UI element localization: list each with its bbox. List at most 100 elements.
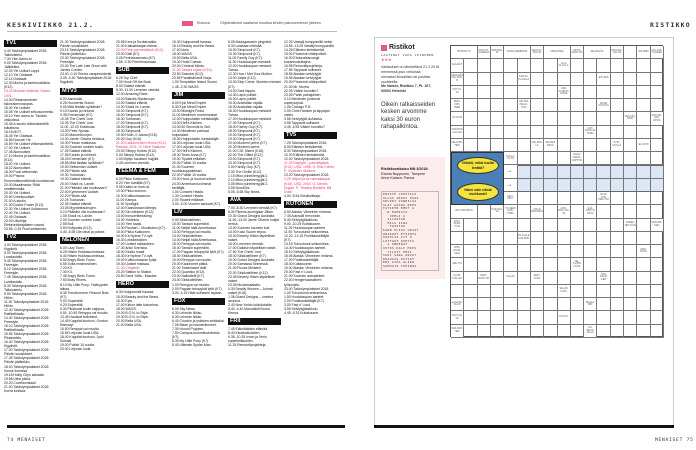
answer-cell[interactable] bbox=[584, 165, 598, 179]
answer-cell[interactable] bbox=[637, 192, 651, 206]
answer-cell[interactable] bbox=[477, 258, 491, 272]
answer-cell[interactable] bbox=[637, 258, 651, 272]
answer-cell[interactable] bbox=[610, 59, 625, 73]
answer-cell[interactable] bbox=[464, 324, 478, 338]
answer-cell[interactable] bbox=[624, 152, 638, 166]
answer-cell[interactable] bbox=[490, 271, 505, 285]
answer-cell[interactable] bbox=[597, 85, 611, 100]
answer-cell[interactable] bbox=[570, 192, 585, 206]
answer-cell[interactable] bbox=[584, 231, 598, 246]
answer-cell[interactable] bbox=[464, 271, 478, 285]
answer-cell[interactable] bbox=[570, 85, 585, 100]
answer-cell[interactable] bbox=[544, 59, 558, 73]
answer-cell[interactable] bbox=[464, 218, 478, 232]
answer-cell[interactable] bbox=[597, 258, 611, 272]
answer-cell[interactable] bbox=[637, 99, 651, 113]
answer-cell[interactable] bbox=[584, 85, 598, 100]
answer-cell[interactable] bbox=[477, 205, 491, 219]
answer-cell[interactable] bbox=[570, 205, 585, 219]
answer-cell[interactable] bbox=[637, 311, 651, 325]
answer-cell[interactable] bbox=[584, 311, 598, 325]
answer-cell[interactable] bbox=[624, 99, 638, 113]
answer-cell[interactable] bbox=[544, 298, 558, 312]
answer-cell[interactable] bbox=[517, 85, 531, 100]
answer-cell[interactable] bbox=[610, 192, 625, 206]
answer-cell[interactable] bbox=[584, 138, 598, 153]
answer-cell[interactable] bbox=[477, 112, 491, 126]
answer-cell[interactable] bbox=[650, 298, 664, 312]
answer-cell[interactable] bbox=[530, 258, 545, 272]
answer-cell[interactable] bbox=[517, 165, 531, 179]
answer-cell[interactable] bbox=[610, 271, 625, 285]
answer-cell[interactable] bbox=[570, 324, 585, 338]
answer-cell[interactable] bbox=[610, 218, 625, 232]
answer-cell[interactable] bbox=[490, 112, 505, 126]
answer-cell[interactable] bbox=[530, 311, 545, 325]
answer-cell[interactable] bbox=[504, 125, 518, 139]
answer-cell[interactable] bbox=[570, 59, 585, 73]
answer-cell[interactable] bbox=[530, 59, 545, 73]
answer-cell[interactable] bbox=[637, 72, 651, 86]
answer-cell[interactable] bbox=[464, 59, 478, 73]
answer-cell[interactable] bbox=[557, 324, 571, 338]
answer-cell[interactable] bbox=[624, 205, 638, 219]
answer-cell[interactable] bbox=[530, 298, 545, 312]
answer-cell[interactable] bbox=[624, 165, 638, 179]
answer-cell[interactable] bbox=[490, 72, 505, 86]
answer-cell[interactable] bbox=[597, 245, 611, 259]
answer-cell[interactable] bbox=[557, 138, 571, 153]
answer-cell[interactable] bbox=[570, 271, 585, 285]
answer-cell[interactable] bbox=[650, 205, 664, 219]
answer-cell[interactable] bbox=[544, 72, 558, 86]
answer-cell[interactable] bbox=[477, 298, 491, 312]
answer-cell[interactable] bbox=[624, 85, 638, 100]
answer-cell[interactable] bbox=[597, 125, 611, 139]
answer-cell[interactable] bbox=[504, 324, 518, 338]
answer-cell[interactable] bbox=[490, 298, 505, 312]
answer-cell[interactable] bbox=[517, 192, 531, 206]
answer-cell[interactable] bbox=[544, 152, 558, 166]
answer-cell[interactable] bbox=[504, 311, 518, 325]
answer-cell[interactable] bbox=[477, 125, 491, 139]
answer-cell[interactable] bbox=[557, 245, 571, 259]
answer-cell[interactable] bbox=[517, 271, 531, 285]
answer-cell[interactable] bbox=[650, 85, 664, 100]
answer-cell[interactable] bbox=[490, 99, 505, 113]
answer-cell[interactable] bbox=[504, 258, 518, 272]
answer-cell[interactable] bbox=[624, 311, 638, 325]
answer-cell[interactable] bbox=[570, 311, 585, 325]
answer-cell[interactable] bbox=[504, 245, 518, 259]
answer-cell[interactable] bbox=[517, 218, 531, 232]
answer-cell[interactable] bbox=[557, 152, 571, 166]
answer-cell[interactable] bbox=[530, 125, 545, 139]
answer-cell[interactable] bbox=[490, 125, 505, 139]
answer-cell[interactable] bbox=[610, 125, 625, 139]
answer-cell[interactable] bbox=[624, 125, 638, 139]
answer-cell[interactable] bbox=[637, 112, 651, 126]
answer-cell[interactable] bbox=[637, 298, 651, 312]
answer-cell[interactable] bbox=[650, 231, 664, 246]
answer-cell[interactable] bbox=[570, 218, 585, 232]
answer-cell[interactable] bbox=[557, 72, 571, 86]
answer-cell[interactable] bbox=[490, 258, 505, 272]
answer-cell[interactable] bbox=[650, 72, 664, 86]
answer-cell[interactable] bbox=[464, 125, 478, 139]
answer-cell[interactable] bbox=[464, 112, 478, 126]
answer-cell[interactable] bbox=[464, 258, 478, 272]
answer-cell[interactable] bbox=[477, 138, 491, 153]
answer-cell[interactable] bbox=[504, 138, 518, 153]
answer-cell[interactable] bbox=[584, 152, 598, 166]
answer-cell[interactable] bbox=[490, 311, 505, 325]
answer-cell[interactable] bbox=[557, 258, 571, 272]
answer-cell[interactable] bbox=[544, 311, 558, 325]
answer-cell[interactable] bbox=[451, 284, 465, 299]
answer-cell[interactable] bbox=[610, 99, 625, 113]
answer-cell[interactable] bbox=[624, 59, 638, 73]
answer-cell[interactable] bbox=[477, 245, 491, 259]
answer-cell[interactable] bbox=[650, 245, 664, 259]
answer-cell[interactable] bbox=[650, 311, 664, 325]
answer-cell[interactable] bbox=[557, 218, 571, 232]
answer-cell[interactable] bbox=[544, 324, 558, 338]
answer-cell[interactable] bbox=[464, 231, 478, 246]
answer-cell[interactable] bbox=[650, 99, 664, 113]
